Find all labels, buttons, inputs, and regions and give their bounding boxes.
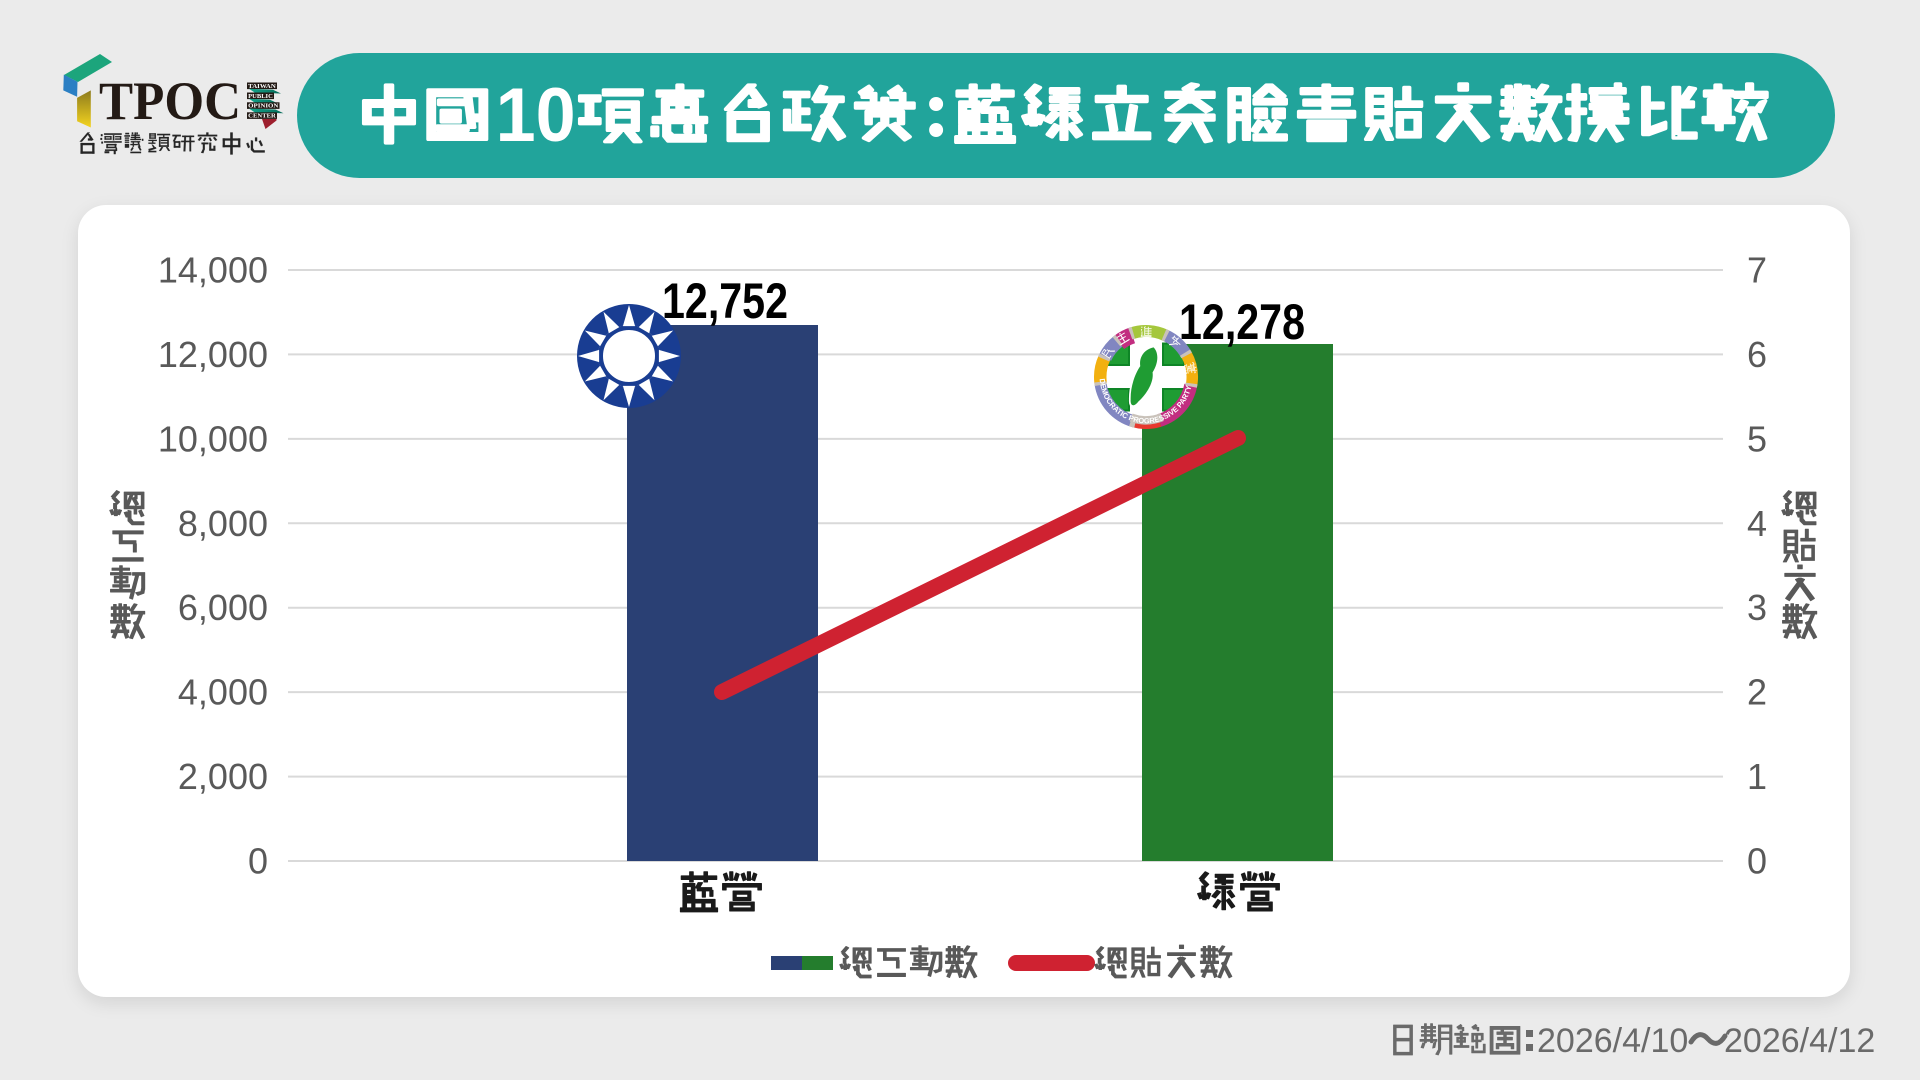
svg-text:10,000: 10,000 — [158, 418, 268, 459]
svg-text:12,278: 12,278 — [1179, 294, 1305, 350]
svg-text:2026/4/12: 2026/4/12 — [1724, 1022, 1875, 1060]
svg-text:8,000: 8,000 — [178, 503, 268, 544]
svg-text:1: 1 — [1747, 756, 1767, 797]
svg-text:CENTER: CENTER — [248, 113, 276, 120]
svg-text:5: 5 — [1747, 418, 1767, 459]
svg-text:3: 3 — [1747, 587, 1767, 628]
svg-text:4,000: 4,000 — [178, 672, 268, 713]
svg-text:TAIWAN: TAIWAN — [248, 83, 276, 90]
svg-text:2: 2 — [1747, 672, 1767, 713]
svg-text:12,000: 12,000 — [158, 334, 268, 375]
svg-text:2,000: 2,000 — [178, 756, 268, 797]
svg-text:OPINION: OPINION — [248, 103, 278, 110]
svg-text:2026/4/10: 2026/4/10 — [1537, 1022, 1688, 1060]
svg-text:6,000: 6,000 — [178, 587, 268, 628]
svg-text:10: 10 — [496, 73, 576, 158]
svg-text:PUBLIC: PUBLIC — [248, 93, 273, 100]
svg-text:0: 0 — [1747, 841, 1767, 882]
svg-text:12,752: 12,752 — [662, 273, 788, 329]
svg-text:4: 4 — [1747, 503, 1767, 544]
svg-text:7: 7 — [1747, 250, 1767, 291]
svg-text:TPOC: TPOC — [99, 71, 241, 131]
svg-text:0: 0 — [248, 841, 268, 882]
svg-text:6: 6 — [1747, 334, 1767, 375]
svg-text:14,000: 14,000 — [158, 250, 268, 291]
